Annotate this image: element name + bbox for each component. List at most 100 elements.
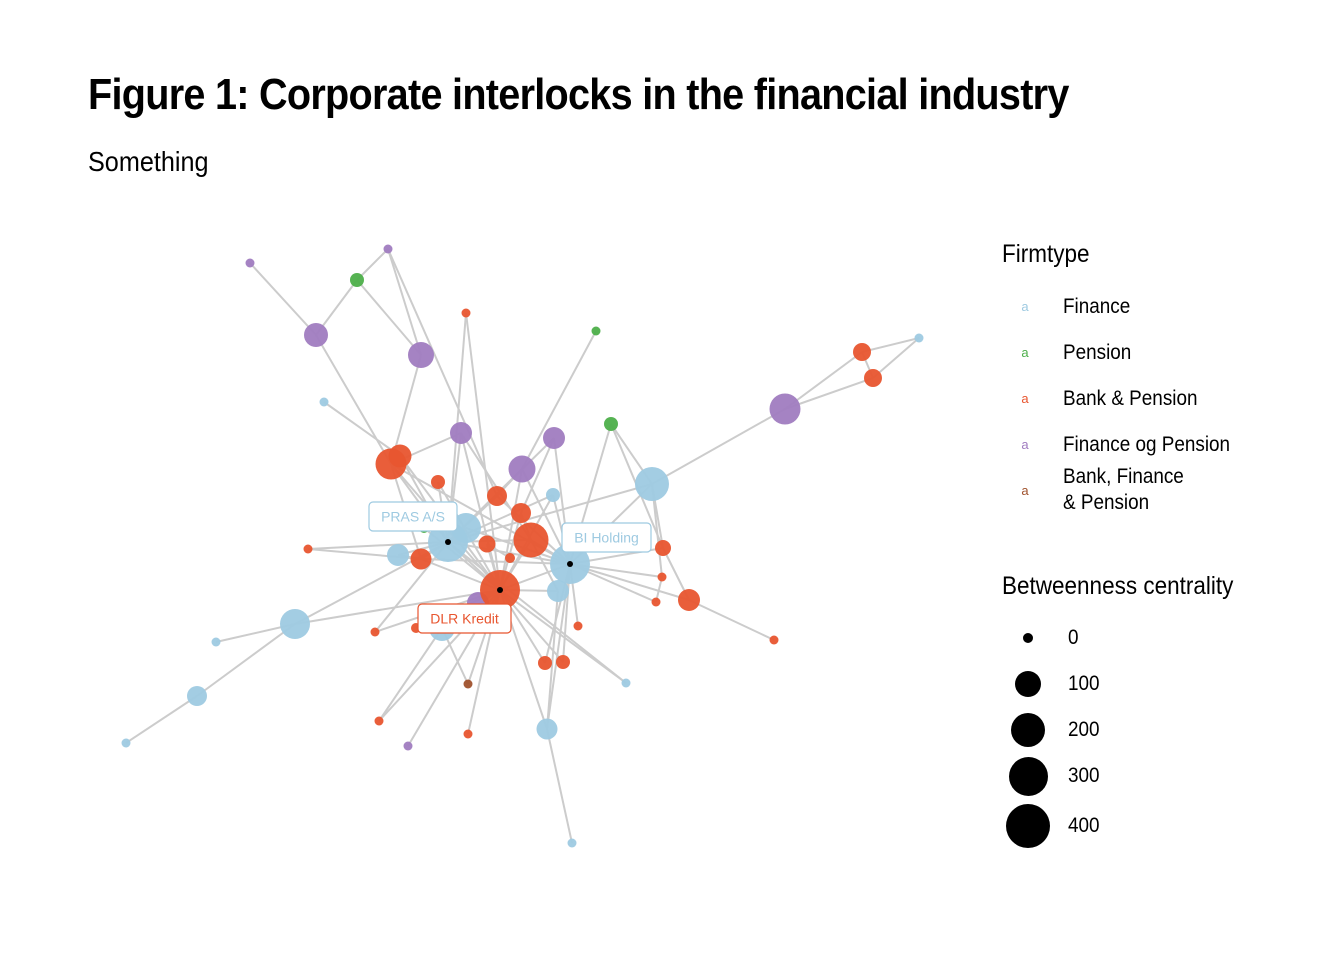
- legend-firmtype-label: Finance og Pension: [1063, 432, 1230, 458]
- node-bank-pension: [573, 621, 583, 631]
- legend-size-dot: [1006, 804, 1050, 848]
- legend-firmtype-label: Bank, Finance & Pension: [1063, 464, 1184, 516]
- node-finance: [621, 678, 631, 688]
- edge: [323, 401, 401, 457]
- legend-label-line: & Pension: [1063, 491, 1150, 514]
- legend-firmtype-label: Pension: [1063, 340, 1131, 366]
- node-label-pras: PRAS A/S: [368, 501, 458, 532]
- edge: [651, 408, 786, 485]
- node-finance-og-pension: [245, 258, 255, 268]
- node-label-bi: BI Holding: [561, 522, 652, 553]
- node-label-text: PRAS A/S: [381, 509, 445, 525]
- node-finance: [567, 838, 577, 848]
- node-finance-og-pension: [508, 455, 536, 483]
- node-bank-pension: [657, 572, 667, 582]
- legend-size-dot: [1011, 713, 1045, 747]
- node-finance: [546, 488, 560, 502]
- edge: [356, 248, 389, 281]
- legend-centrality-label: 100: [1068, 672, 1100, 695]
- legend-label-line: Pension: [1063, 341, 1132, 364]
- node-bank-pension: [853, 343, 871, 361]
- edge: [499, 468, 523, 591]
- edge: [387, 248, 422, 356]
- legend-size-dot: [1015, 671, 1041, 697]
- node-bank-pension: [651, 597, 661, 607]
- node-label-layer: PRAS A/S BI Holding DLR Kredit: [368, 501, 652, 634]
- node-bank-pension: [556, 655, 570, 669]
- legend-key-glyph: a: [1021, 391, 1029, 406]
- node-label-dlr: DLR Kredit: [417, 603, 512, 634]
- edge: [356, 279, 422, 356]
- node-pension: [350, 273, 364, 287]
- legend-centrality-label: 400: [1068, 814, 1100, 837]
- node-bank-pension: [410, 548, 432, 570]
- legend-firmtype-title: Firmtype: [1002, 240, 1090, 268]
- legend-centrality-label: 0: [1068, 626, 1079, 649]
- node-finance: [914, 333, 924, 343]
- node-bank-pension: [864, 369, 882, 387]
- edge: [499, 589, 627, 684]
- edge: [447, 541, 627, 684]
- hub-center-dot: [445, 539, 451, 545]
- node-bank-pension: [678, 589, 700, 611]
- node-bank-pension: [505, 553, 515, 563]
- edge: [546, 590, 559, 730]
- legend-firmtype-label: Finance: [1063, 294, 1130, 320]
- node-label-box: [368, 501, 458, 532]
- edge: [378, 627, 443, 722]
- edge: [307, 541, 449, 550]
- node-pension: [591, 326, 601, 336]
- node-layer: [121, 244, 924, 848]
- node-finance: [121, 738, 131, 748]
- node-bank-pension: [538, 656, 552, 670]
- node-finance: [635, 467, 669, 501]
- node-finance-og-pension: [304, 323, 328, 347]
- legend-centrality-label: 200: [1068, 718, 1100, 741]
- hub-center-dot: [567, 561, 573, 567]
- edge: [546, 728, 573, 844]
- node-finance-og-pension: [408, 342, 434, 368]
- node-bank-pension: [769, 635, 779, 645]
- node-label-text: DLR Kredit: [430, 611, 499, 627]
- node-finance: [280, 609, 310, 639]
- node-finance: [319, 397, 329, 407]
- edge: [521, 330, 597, 470]
- edge: [784, 351, 863, 410]
- legend-centrality-title: Betweenness centrality: [1002, 572, 1234, 600]
- node-finance: [536, 718, 558, 740]
- legend-key-glyph: a: [1021, 345, 1029, 360]
- legend-firmtype-label: Bank & Pension: [1063, 386, 1197, 412]
- node-finance: [187, 686, 207, 706]
- legend-key-glyph: a: [1021, 299, 1029, 314]
- figure-title: Figure 1: Corporate interlocks in the fi…: [88, 70, 1069, 119]
- node-finance-og-pension: [403, 741, 413, 751]
- edge: [447, 483, 653, 543]
- node-label-box: [561, 522, 652, 553]
- node-bank-pension: [655, 540, 671, 556]
- node-bank-pension: [511, 503, 531, 523]
- legend-key-glyph: a: [1021, 437, 1029, 452]
- edge: [294, 589, 501, 625]
- legend-size-dot: [1023, 633, 1033, 643]
- legend-size-dot: [1008, 756, 1048, 796]
- node-bank-pension: [463, 729, 473, 739]
- legend-label-line: Finance: [1063, 295, 1131, 318]
- node-bank-pension: [461, 308, 471, 318]
- node-label-text: BI Holding: [574, 530, 639, 546]
- node-bank-pension: [374, 716, 384, 726]
- node-bank-pension: [487, 486, 507, 506]
- legend-firmtype: Firmtype a Finance a Pension a Bank & Pension…: [1002, 240, 1230, 514]
- edge: [315, 334, 392, 465]
- node-finance: [547, 580, 569, 602]
- node-finance-og-pension: [383, 244, 393, 254]
- node-label-box: [417, 603, 512, 634]
- edge: [872, 337, 920, 379]
- node-finance: [387, 544, 409, 566]
- legend-centrality-label: 300: [1068, 764, 1100, 787]
- edge: [387, 248, 498, 497]
- node-bank-pension: [478, 535, 496, 553]
- node-finance: [211, 637, 221, 647]
- node-finance-og-pension: [769, 393, 801, 425]
- legend-label-line: Bank, Finance: [1063, 465, 1184, 488]
